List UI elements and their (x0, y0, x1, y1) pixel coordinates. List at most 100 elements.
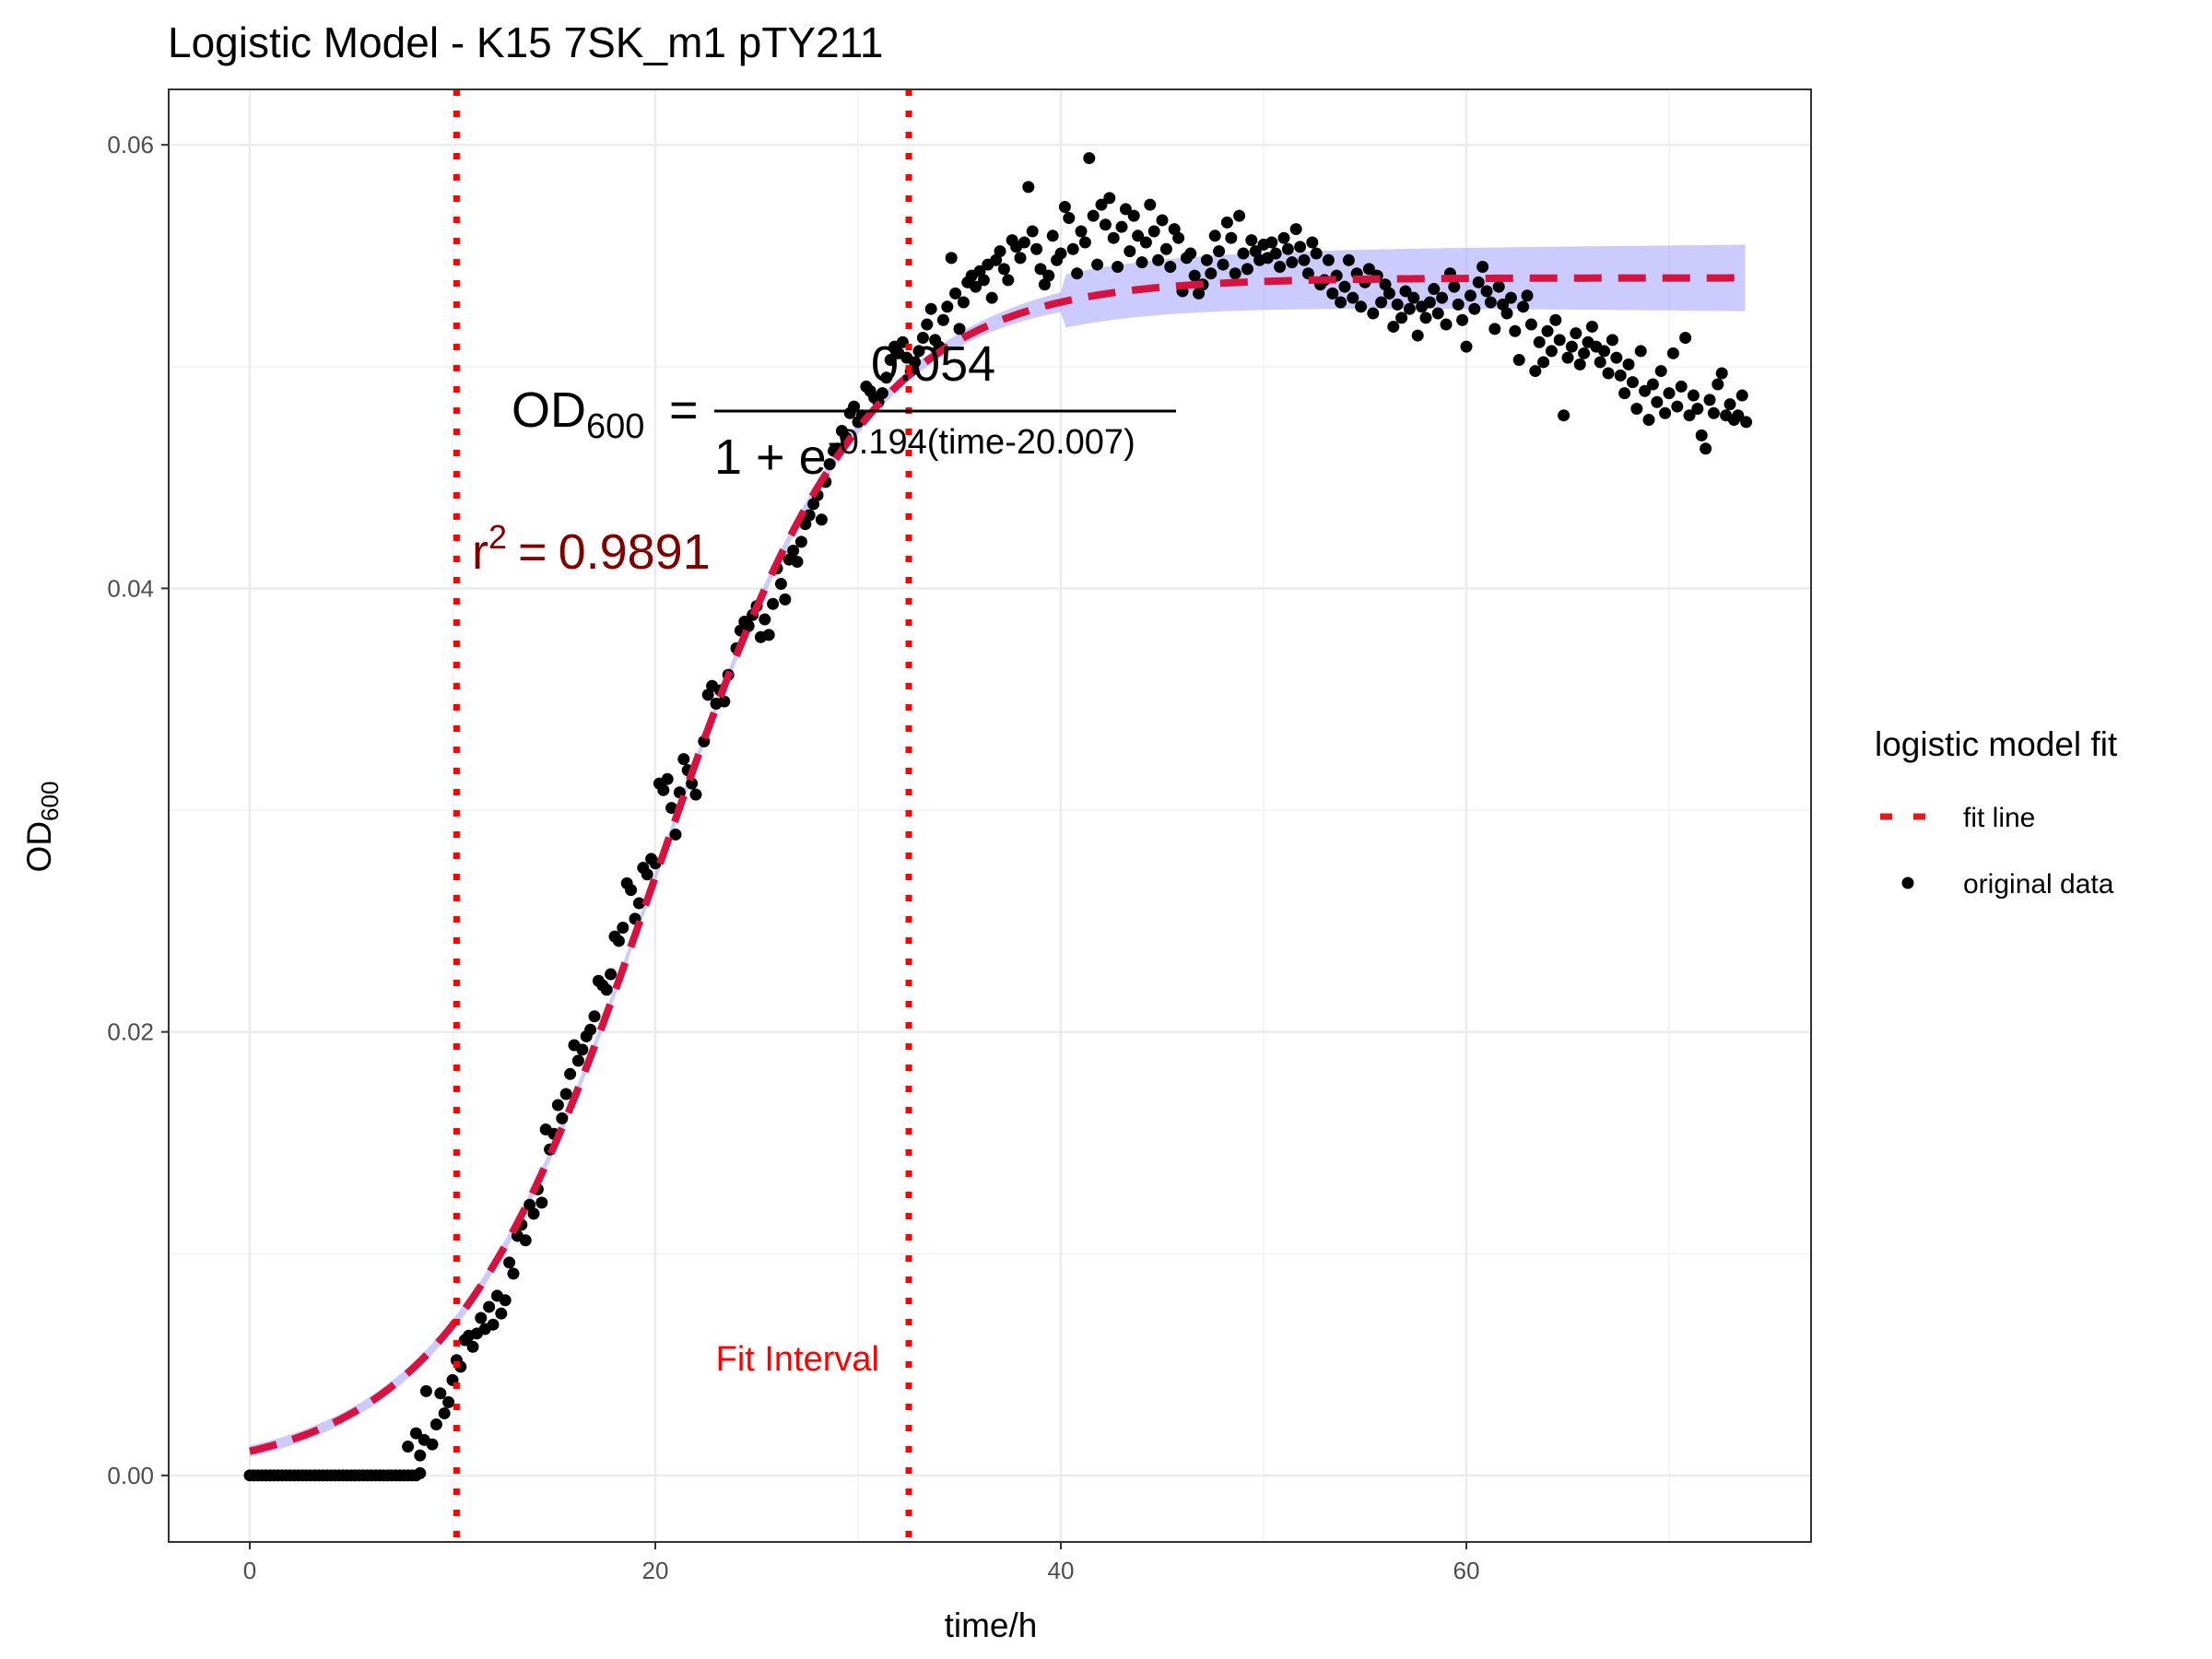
data-point (665, 802, 678, 815)
data-point (1452, 298, 1465, 311)
data-point (1703, 394, 1716, 406)
data-point (438, 1406, 451, 1419)
data-point (1553, 334, 1566, 347)
data-point (429, 1418, 442, 1430)
data-point (1484, 296, 1497, 309)
r-squared-equals: = (518, 524, 547, 580)
data-point (1326, 287, 1339, 300)
chart-title: Logistic Model - K15 7SK_m1 pTY211 (168, 18, 883, 66)
data-point (1561, 351, 1574, 364)
data-point (409, 1427, 422, 1440)
y-axis-title-subscript: 600 (36, 782, 64, 821)
data-point (1156, 214, 1169, 227)
data-point (625, 884, 638, 897)
data-point (1241, 263, 1253, 276)
fit-line (249, 274, 1746, 1455)
r-squared-label: r (472, 524, 488, 580)
data-point (1220, 216, 1233, 229)
data-point (1570, 327, 1583, 340)
data-point (1382, 287, 1395, 300)
data-point (1695, 429, 1708, 441)
data-point (605, 968, 618, 981)
y-tick-label: 0.00 (107, 1462, 154, 1489)
data-point (1492, 280, 1505, 293)
data-point (916, 331, 929, 344)
data-point (936, 313, 949, 326)
data-point (1245, 234, 1258, 247)
equation-exponent: -0.194(time-20.007) (828, 423, 1135, 462)
data-point (1558, 409, 1571, 422)
legend: logistic model fit fit line original dat… (1875, 725, 2118, 900)
data-point (1387, 320, 1400, 333)
data-point (941, 300, 954, 313)
data-point (1107, 231, 1120, 244)
data-point (977, 274, 990, 287)
data-point (442, 1395, 455, 1408)
data-point (1087, 209, 1100, 222)
data-point (1436, 291, 1449, 304)
data-point (689, 788, 702, 801)
data-point (1464, 289, 1477, 302)
data-point (503, 1256, 516, 1269)
data-point (551, 1099, 564, 1112)
data-point (632, 897, 645, 910)
data-point (1026, 225, 1039, 238)
data-point (527, 1207, 540, 1220)
data-point (1184, 247, 1197, 260)
data-point (1391, 298, 1404, 311)
data-point (1598, 345, 1611, 358)
data-point (1500, 307, 1513, 320)
data-point (1127, 209, 1140, 222)
data-point (1095, 198, 1108, 211)
data-point (957, 296, 970, 309)
data-point (1671, 400, 1684, 413)
data-point (657, 783, 670, 796)
data-point (414, 1449, 427, 1462)
data-point (1456, 313, 1469, 326)
data-point (1200, 253, 1213, 266)
data-point (1274, 260, 1287, 273)
data-point (994, 245, 1006, 258)
y-tick-label: 0.06 (107, 131, 154, 159)
equation-lhs: OD600 (512, 382, 644, 446)
data-point (1066, 242, 1079, 255)
data-point (466, 1340, 479, 1353)
data-point (1225, 231, 1238, 244)
data-point (787, 544, 800, 557)
data-point (617, 922, 629, 935)
data-point (1403, 302, 1416, 315)
data-point (576, 1043, 589, 1056)
data-point (1042, 269, 1055, 282)
data-point (1135, 256, 1148, 269)
data-point (1355, 300, 1368, 313)
data-point (1375, 296, 1388, 309)
data-point (1099, 218, 1112, 231)
data-point (1512, 354, 1525, 367)
y-tick-label: 0.04 (107, 574, 154, 602)
data-point (1335, 296, 1347, 309)
data-point (1683, 409, 1696, 422)
data-point (1440, 318, 1453, 331)
data-point (1565, 340, 1578, 353)
data-point (1541, 324, 1554, 337)
data-point (1679, 331, 1692, 344)
data-point (1132, 229, 1145, 242)
data-point (641, 868, 653, 881)
data-point (1735, 389, 1748, 402)
data-point (1119, 203, 1132, 216)
data-point (1488, 323, 1501, 335)
data-point (1659, 406, 1672, 419)
data-point (1537, 356, 1550, 369)
data-point (414, 1466, 427, 1479)
data-point (1103, 192, 1116, 205)
data-point (1205, 267, 1218, 280)
data-point (718, 695, 731, 708)
data-point (1634, 345, 1647, 358)
data-point (1646, 378, 1659, 391)
r-squared-value: 0.9891 (559, 524, 711, 580)
data-point (1022, 181, 1035, 194)
data-point (1030, 242, 1043, 255)
data-point (487, 1318, 500, 1331)
data-point (1630, 402, 1643, 415)
plot-panel-border (168, 88, 1812, 1543)
